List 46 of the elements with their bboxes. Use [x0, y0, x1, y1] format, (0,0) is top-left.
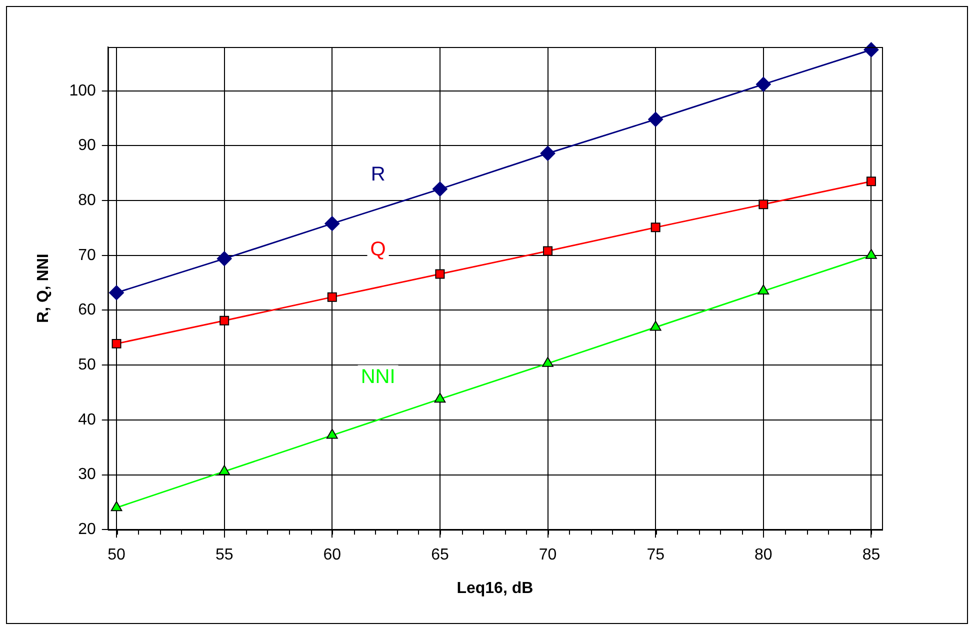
y-tick-label: 20 [78, 521, 96, 538]
point [540, 146, 556, 161]
y-tick-label: 70 [78, 246, 96, 264]
point [758, 284, 770, 295]
series-label: NNI [360, 366, 396, 388]
x-tick-label: 75 [646, 546, 665, 564]
point [327, 292, 337, 302]
point [543, 246, 553, 256]
point [112, 338, 122, 348]
point [218, 464, 230, 475]
point [110, 501, 122, 512]
point [432, 182, 448, 197]
series-label: R [370, 163, 386, 186]
x-tick-label: 50 [108, 546, 126, 564]
point [326, 428, 338, 439]
point [864, 42, 879, 58]
y-tick-label: 40 [78, 411, 96, 428]
point [866, 176, 876, 186]
point [756, 76, 771, 92]
y-tick-label: 30 [78, 466, 96, 484]
y-axis-title: R, Q, NNI [35, 254, 52, 323]
y-tick-label: 80 [78, 192, 96, 209]
point [650, 222, 660, 232]
y-tick-label: 60 [78, 302, 96, 319]
point [650, 320, 662, 331]
x-tick-label: 80 [754, 546, 772, 564]
y-tick-label: 100 [69, 82, 96, 100]
point [542, 356, 554, 367]
point [216, 251, 232, 266]
point [324, 216, 340, 232]
x-tick-label: 65 [431, 546, 449, 564]
point [435, 269, 445, 279]
y-tick-label: 90 [78, 137, 96, 154]
x-tick-label: 60 [323, 546, 342, 564]
point [109, 285, 124, 300]
x-tick-label: 85 [862, 546, 880, 564]
x-tick-label: 70 [538, 546, 557, 564]
x-tick-label: 55 [215, 546, 234, 564]
point [866, 248, 877, 259]
y-tick-label: 50 [78, 356, 96, 374]
point [434, 392, 446, 403]
x-axis-title: Leq16, dB [456, 580, 534, 597]
point [758, 200, 768, 210]
point [220, 316, 230, 326]
series-label: Q [370, 238, 386, 261]
point [648, 112, 664, 127]
